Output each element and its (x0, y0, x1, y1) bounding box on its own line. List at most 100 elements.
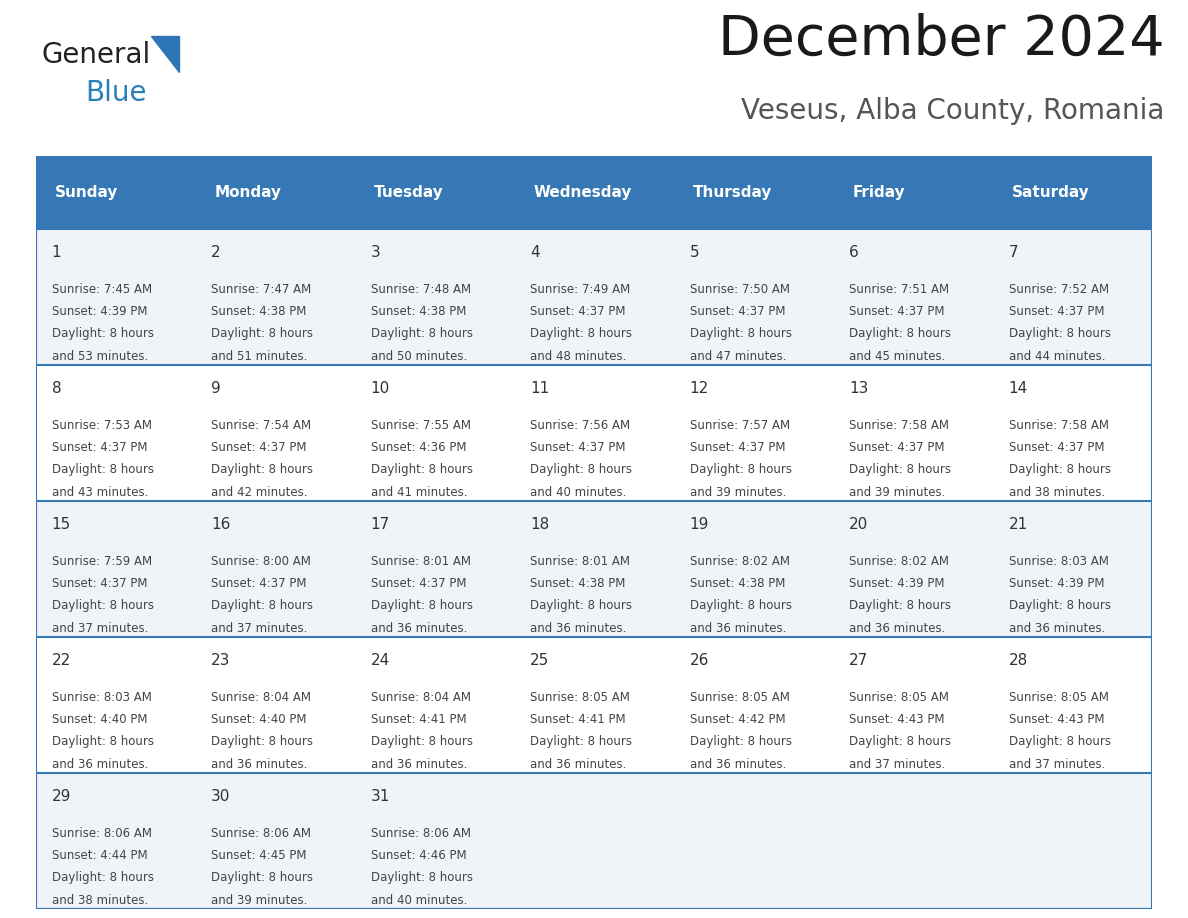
Text: Sunrise: 7:50 AM: Sunrise: 7:50 AM (690, 283, 790, 296)
Bar (36, 501, 1152, 637)
Text: Sunrise: 7:55 AM: Sunrise: 7:55 AM (371, 419, 470, 431)
Text: Sunrise: 7:53 AM: Sunrise: 7:53 AM (51, 419, 152, 431)
Text: Thursday: Thursday (693, 185, 772, 200)
Text: Sunset: 4:37 PM: Sunset: 4:37 PM (1009, 442, 1105, 454)
Text: Friday: Friday (853, 185, 905, 200)
Text: Daylight: 8 hours: Daylight: 8 hours (211, 735, 314, 748)
Text: Daylight: 8 hours: Daylight: 8 hours (211, 871, 314, 884)
Text: 14: 14 (1009, 381, 1028, 397)
Text: Sunrise: 8:05 AM: Sunrise: 8:05 AM (530, 690, 630, 704)
Text: Sunset: 4:44 PM: Sunset: 4:44 PM (51, 849, 147, 862)
Text: Sunrise: 7:57 AM: Sunrise: 7:57 AM (690, 419, 790, 431)
Text: Sunset: 4:45 PM: Sunset: 4:45 PM (211, 849, 307, 862)
Text: Daylight: 8 hours: Daylight: 8 hours (371, 871, 473, 884)
Text: Daylight: 8 hours: Daylight: 8 hours (51, 871, 153, 884)
Text: and 45 minutes.: and 45 minutes. (849, 350, 946, 363)
Text: Sunset: 4:40 PM: Sunset: 4:40 PM (211, 713, 307, 726)
Text: Sunrise: 8:02 AM: Sunrise: 8:02 AM (690, 554, 790, 567)
Text: Sunset: 4:37 PM: Sunset: 4:37 PM (690, 442, 785, 454)
Text: Sunrise: 7:48 AM: Sunrise: 7:48 AM (371, 283, 470, 296)
Text: and 39 minutes.: and 39 minutes. (211, 894, 308, 907)
Text: and 36 minutes.: and 36 minutes. (51, 758, 148, 771)
Bar (355, 156, 514, 229)
Text: Sunrise: 8:06 AM: Sunrise: 8:06 AM (211, 827, 311, 840)
Text: Sunset: 4:42 PM: Sunset: 4:42 PM (690, 713, 785, 726)
Text: Sunset: 4:38 PM: Sunset: 4:38 PM (690, 577, 785, 590)
Text: Sunset: 4:46 PM: Sunset: 4:46 PM (371, 849, 466, 862)
Text: 20: 20 (849, 517, 868, 532)
Text: Wednesday: Wednesday (533, 185, 632, 200)
Text: 24: 24 (371, 653, 390, 668)
Text: and 37 minutes.: and 37 minutes. (1009, 758, 1105, 771)
Text: 8: 8 (51, 381, 62, 397)
Text: Sunset: 4:39 PM: Sunset: 4:39 PM (849, 577, 944, 590)
Text: Blue: Blue (86, 80, 146, 107)
Text: Daylight: 8 hours: Daylight: 8 hours (690, 735, 791, 748)
Text: Sunset: 4:37 PM: Sunset: 4:37 PM (530, 305, 626, 319)
Text: Daylight: 8 hours: Daylight: 8 hours (211, 599, 314, 612)
Text: 17: 17 (371, 517, 390, 532)
Text: Daylight: 8 hours: Daylight: 8 hours (530, 599, 632, 612)
Text: and 48 minutes.: and 48 minutes. (530, 350, 626, 363)
Text: and 42 minutes.: and 42 minutes. (211, 486, 308, 498)
Text: Daylight: 8 hours: Daylight: 8 hours (371, 464, 473, 476)
Text: and 51 minutes.: and 51 minutes. (211, 350, 308, 363)
Text: Sunrise: 7:59 AM: Sunrise: 7:59 AM (51, 554, 152, 567)
Text: Sunset: 4:38 PM: Sunset: 4:38 PM (371, 305, 466, 319)
Text: Sunset: 4:37 PM: Sunset: 4:37 PM (51, 442, 147, 454)
Text: Sunset: 4:39 PM: Sunset: 4:39 PM (1009, 577, 1105, 590)
Text: 21: 21 (1009, 517, 1028, 532)
Polygon shape (151, 36, 179, 72)
Text: Daylight: 8 hours: Daylight: 8 hours (690, 464, 791, 476)
Text: and 44 minutes.: and 44 minutes. (1009, 350, 1105, 363)
Text: Daylight: 8 hours: Daylight: 8 hours (371, 735, 473, 748)
Text: Sunset: 4:40 PM: Sunset: 4:40 PM (51, 713, 147, 726)
Text: Sunset: 4:43 PM: Sunset: 4:43 PM (1009, 713, 1105, 726)
Text: 29: 29 (51, 789, 71, 804)
Text: 6: 6 (849, 245, 859, 260)
Text: 25: 25 (530, 653, 549, 668)
Bar (993, 156, 1152, 229)
Text: Sunrise: 7:51 AM: Sunrise: 7:51 AM (849, 283, 949, 296)
Bar (36, 364, 1152, 501)
Text: Daylight: 8 hours: Daylight: 8 hours (371, 328, 473, 341)
Text: 4: 4 (530, 245, 539, 260)
Text: Daylight: 8 hours: Daylight: 8 hours (849, 735, 952, 748)
Text: Sunset: 4:38 PM: Sunset: 4:38 PM (211, 305, 307, 319)
Text: and 36 minutes.: and 36 minutes. (690, 758, 786, 771)
Text: and 37 minutes.: and 37 minutes. (51, 621, 148, 635)
Text: Daylight: 8 hours: Daylight: 8 hours (211, 328, 314, 341)
Text: and 36 minutes.: and 36 minutes. (690, 621, 786, 635)
Text: Sunset: 4:36 PM: Sunset: 4:36 PM (371, 442, 466, 454)
Text: Sunset: 4:39 PM: Sunset: 4:39 PM (51, 305, 147, 319)
Text: Sunrise: 8:01 AM: Sunrise: 8:01 AM (371, 554, 470, 567)
Text: General: General (42, 41, 151, 69)
Text: Monday: Monday (214, 185, 282, 200)
Text: 16: 16 (211, 517, 230, 532)
Text: and 36 minutes.: and 36 minutes. (530, 621, 626, 635)
Text: Saturday: Saturday (1012, 185, 1089, 200)
Text: and 50 minutes.: and 50 minutes. (371, 350, 467, 363)
Text: 7: 7 (1009, 245, 1018, 260)
Text: Sunset: 4:37 PM: Sunset: 4:37 PM (211, 577, 307, 590)
Text: 26: 26 (690, 653, 709, 668)
Bar (36, 637, 1152, 773)
Text: Sunrise: 8:05 AM: Sunrise: 8:05 AM (690, 690, 790, 704)
Text: Daylight: 8 hours: Daylight: 8 hours (51, 599, 153, 612)
Text: Daylight: 8 hours: Daylight: 8 hours (1009, 464, 1111, 476)
Text: 23: 23 (211, 653, 230, 668)
Text: 28: 28 (1009, 653, 1028, 668)
Bar (36, 156, 195, 229)
Text: and 39 minutes.: and 39 minutes. (690, 486, 786, 498)
Text: and 40 minutes.: and 40 minutes. (371, 894, 467, 907)
Text: Daylight: 8 hours: Daylight: 8 hours (51, 735, 153, 748)
Text: Sunset: 4:37 PM: Sunset: 4:37 PM (371, 577, 466, 590)
Text: and 36 minutes.: and 36 minutes. (371, 758, 467, 771)
Bar (514, 156, 674, 229)
Text: Daylight: 8 hours: Daylight: 8 hours (1009, 599, 1111, 612)
Text: and 43 minutes.: and 43 minutes. (51, 486, 148, 498)
Text: December 2024: December 2024 (718, 13, 1164, 66)
Text: Sunrise: 8:04 AM: Sunrise: 8:04 AM (211, 690, 311, 704)
Text: and 38 minutes.: and 38 minutes. (1009, 486, 1105, 498)
Text: 12: 12 (690, 381, 709, 397)
